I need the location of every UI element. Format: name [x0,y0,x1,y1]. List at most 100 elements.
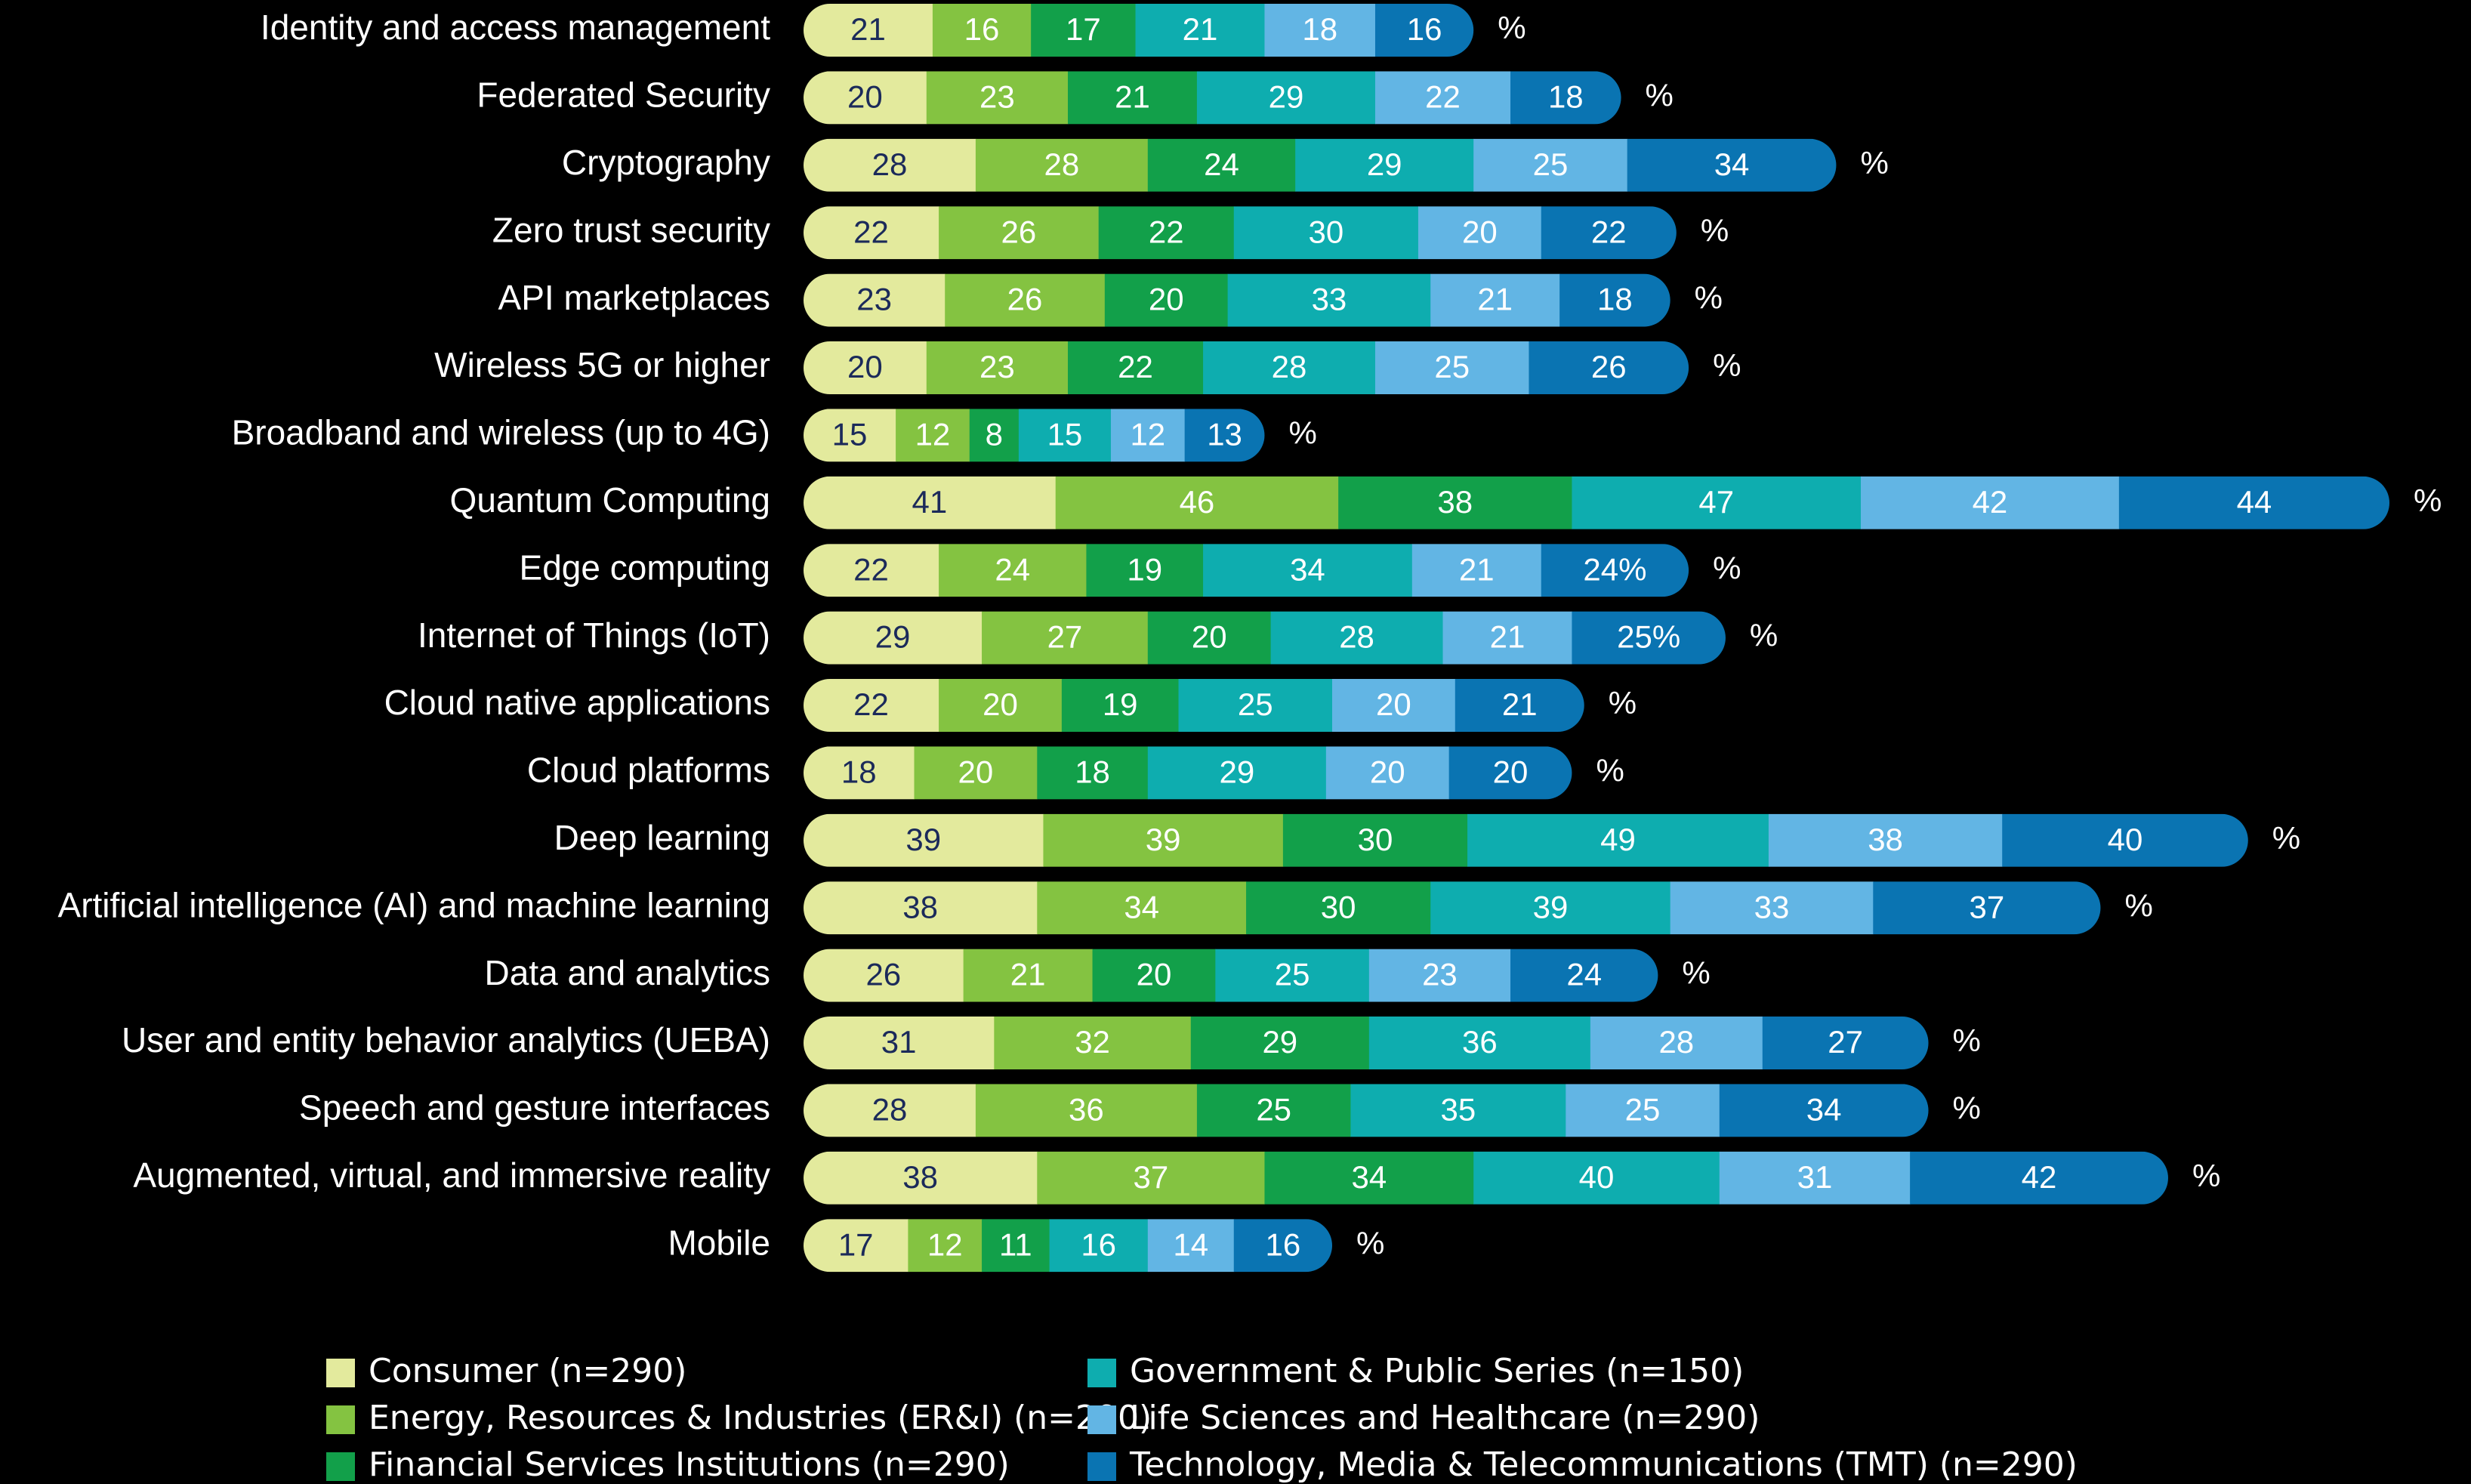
bar-row [804,1017,1929,1069]
segment-label: 28 [1272,349,1307,384]
segment-label: 30 [1358,822,1393,857]
bar-segment [939,679,1063,732]
segment-label: 39 [905,822,941,857]
segment-label: 21 [1183,11,1218,47]
segment-label: 22 [1425,79,1461,114]
category-label: Identity and access management [261,8,770,47]
segment-label: 12 [915,416,951,452]
legend-label: Financial Services Institutions (n=290) [369,1445,1010,1484]
bar-segment [1246,881,1431,935]
segment-label: 29 [1262,1024,1297,1060]
bar-segment [939,544,1087,597]
bar-segment [1233,206,1419,260]
segment-label: 22 [1149,214,1184,249]
category-label: Internet of Things (IoT) [418,616,770,655]
row-suffix: % [1701,212,1729,248]
segment-label: 16 [1266,1226,1301,1262]
segment-label: 40 [1579,1159,1615,1195]
bar-segment [1572,611,1726,665]
row-suffix: % [1953,1090,1981,1125]
bar-segment [1031,4,1137,57]
segment-label: 13 [1207,416,1242,452]
segment-label: 18 [1548,79,1584,114]
segment-label: 47 [1698,484,1734,520]
segment-label: 18 [1075,754,1110,789]
bar-segment [1873,881,2101,935]
bar-segment [1147,138,1296,192]
row-suffix: % [1713,347,1741,383]
segment-label: 20 [1149,282,1184,317]
row-suffix: % [1682,955,1710,991]
bar-segment [1332,679,1456,732]
segment-label: 20 [1462,214,1498,249]
legend-swatch [1087,1405,1116,1434]
bar-segment [1178,679,1333,732]
bar-segment [1418,206,1542,260]
bar-segment [1086,544,1204,597]
segment-label: 37 [1970,889,2005,924]
segment-label: 40 [2108,822,2143,857]
bar-row [804,409,1265,462]
bar-segment [1043,813,1284,867]
row-suffix: % [1646,77,1674,113]
bar-segment [1061,679,1180,732]
bar-segment [1196,71,1376,125]
bar-segment [1430,273,1560,327]
segment-label: 20 [1376,686,1411,722]
category-label: Edge computing [520,548,770,587]
segment-label: 23 [856,282,892,317]
segment-label: 24% [1583,551,1646,587]
category-label: Mobile [668,1223,770,1262]
row-suffix: % [1713,550,1741,585]
bar-segment [1338,476,1572,529]
bar-row [804,1084,1929,1137]
bar-segment [804,1219,909,1273]
bar-segment [982,1219,1050,1273]
bar-segment [994,1017,1192,1069]
segment-label: 25% [1617,619,1680,655]
legend-swatch [1087,1452,1116,1481]
segment-label: 27 [1828,1024,1863,1060]
segment-label: 28 [1339,619,1374,655]
segment-label: 28 [1044,147,1080,182]
bar-segment [1270,611,1444,665]
segment-label: 38 [1437,484,1473,520]
segment-label: 25 [1434,349,1470,384]
category-label: User and entity behavior analytics (UEBA… [122,1020,770,1060]
category-label: Augmented, virtual, and immersive realit… [133,1155,770,1195]
row-suffix: % [1695,280,1723,316]
bar-segment [932,4,1032,57]
bar-segment [1135,4,1265,57]
category-label: Artificial intelligence (AI) and machine… [58,885,770,924]
category-label: Broadband and wireless (up to 4G) [232,413,770,452]
segment-label: 34 [1806,1091,1842,1127]
legend-swatch [1087,1359,1116,1387]
segment-label: 8 [986,416,1003,452]
segment-label: 39 [1533,889,1569,924]
bar-segment [1092,949,1216,1002]
segment-label: 44 [2237,484,2272,520]
bar-segment [1233,1219,1332,1273]
segment-label: 16 [1407,11,1442,47]
segment-label: 26 [1001,214,1037,249]
row-suffix: % [2192,1158,2220,1193]
bar-segment [804,138,976,192]
bar-row [804,949,1658,1002]
segment-label: 15 [1047,416,1083,452]
segment-label: 11 [999,1226,1032,1262]
segment-label: 42 [1973,484,2008,520]
bar-segment [945,273,1106,327]
segment-label: 17 [838,1226,874,1262]
row-suffix: % [2414,483,2442,518]
segment-label: 21 [1459,551,1495,587]
bar-segment [804,679,939,732]
bar-segment [1590,1017,1763,1069]
bar-segment [1203,544,1413,597]
bar-segment [804,881,1038,935]
bar-row [804,1219,1332,1273]
bar-segment [1510,71,1621,125]
bar-segment [804,409,896,462]
bar-segment [975,1084,1198,1137]
bar-segment [804,341,927,394]
segment-label: 19 [1127,551,1162,587]
